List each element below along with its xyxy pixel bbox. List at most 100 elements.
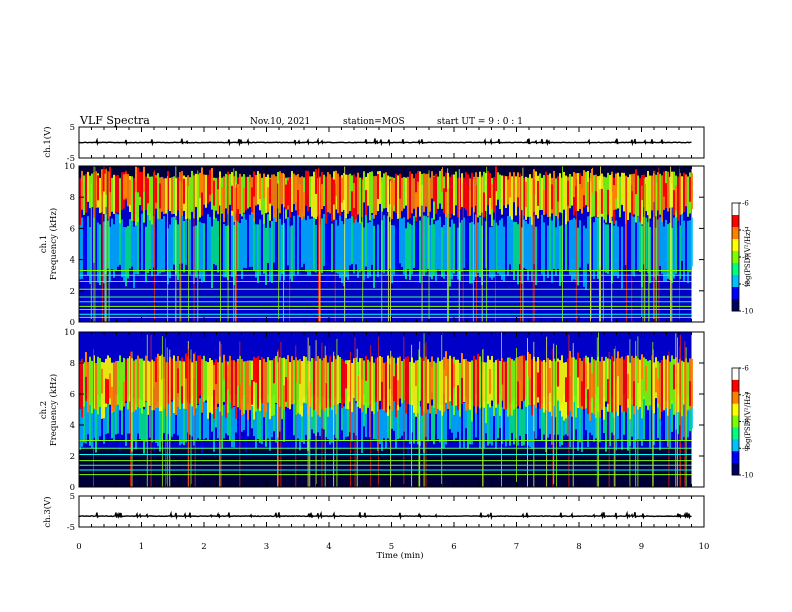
ch2-spec-hotspot — [557, 361, 559, 387]
ch1-spec-cell — [687, 220, 689, 284]
ch2-spec-cell — [175, 361, 177, 416]
ch2-spec-cell — [273, 358, 275, 416]
ch1-spec-cell — [329, 174, 331, 214]
ch2-spec-hotspot — [251, 379, 253, 405]
ch1-spec-hotspot — [269, 178, 271, 204]
ch2-spec-cell — [643, 357, 645, 400]
ch1-spec-cell — [541, 177, 543, 210]
ch2-spec-cell — [379, 409, 381, 445]
ch1-spec-cell — [429, 225, 431, 278]
ch1-spec-hotspot — [417, 181, 419, 207]
ch1-spec-cell — [409, 223, 411, 281]
ch2-spec-cell — [383, 399, 385, 439]
ch1-spec-cell — [437, 176, 439, 209]
ch1-spec-cell — [565, 215, 567, 271]
ch1-spec-cell — [683, 220, 685, 283]
ch2-spec-cell — [247, 360, 249, 421]
ch2-spec-cell — [577, 361, 579, 408]
ch2-spec-cell — [601, 406, 603, 450]
ch1-spec-cell — [295, 221, 297, 283]
ch2-spec-cell — [507, 357, 509, 417]
ch1-spec-cell — [135, 177, 137, 226]
ch1-spec-cell — [597, 218, 599, 279]
ch2-spec-cell — [437, 403, 439, 440]
ch1-spec-cell — [337, 173, 339, 214]
ch2-spec-cell — [293, 360, 295, 404]
ch2-spec-cell — [523, 400, 525, 446]
ch2-spec-cell — [507, 408, 509, 441]
ch2-spec-cell — [95, 362, 97, 411]
ch1-waveform-panel: 5 -5 — [67, 123, 705, 164]
ch2-spec-cell — [619, 358, 621, 406]
ch1-spec-cell — [561, 225, 563, 282]
ch2-spec-cell — [87, 397, 89, 435]
ch2-spec-cell — [639, 399, 641, 441]
ch1-spec-axis-label-1: ch.1 — [39, 235, 49, 253]
ch2-spec-hotspot — [193, 353, 195, 379]
ch1-spec-hotspot — [143, 166, 145, 192]
ch1-spec-cell — [451, 174, 453, 214]
ch1-spec-hotspot — [139, 171, 141, 197]
ch2-spec-cell — [583, 400, 585, 436]
ch2-spec-cell — [91, 402, 93, 448]
ch2-spec-hotspot — [283, 385, 285, 411]
ch1-spec-cell — [347, 174, 349, 214]
ch1-spec-cell — [487, 227, 489, 281]
ch1-spec-cell — [677, 176, 679, 221]
ch2-spec-cell — [557, 400, 559, 435]
ch1-spec-cell — [97, 222, 99, 283]
ch1-spec-cell — [425, 173, 427, 207]
ch1-colorbar-swatch — [732, 275, 739, 288]
time-tick-label: 10 — [699, 542, 710, 552]
ch2-spec-cell — [353, 358, 355, 398]
ch1-spec-cell — [457, 227, 459, 280]
ch2-spec-cell — [279, 398, 281, 432]
ch2-spec-cell — [449, 355, 451, 402]
ch1-spec-cell — [557, 213, 559, 269]
ch2-spec-cell — [561, 402, 563, 445]
ch1-spec-cell — [109, 226, 111, 282]
ch2-spec-cell — [513, 399, 515, 445]
ch1-spec-hotspot — [543, 190, 545, 215]
ch1-spec-hotspot — [217, 189, 219, 215]
ch1-spec-cell — [345, 174, 347, 218]
ch1-spec-cell — [379, 171, 381, 204]
ch1-spec-cell — [363, 227, 365, 281]
ch1-spec-hotspot — [211, 168, 213, 194]
ch2-spec-cell — [651, 400, 653, 432]
ch1-spec-cell — [89, 227, 91, 284]
ch1-spec-cell — [369, 171, 371, 221]
ch1-spec-hotspot — [365, 190, 367, 216]
ch2-spec-cell — [371, 356, 373, 412]
ch1-spec-hotspot — [591, 167, 593, 193]
ch1-spec-cell — [605, 224, 607, 273]
ch2-spec-hotspot — [523, 363, 525, 389]
ch2-spec-cell — [421, 358, 423, 416]
ch2-spec-cell — [663, 396, 665, 431]
ch1-spec-dark-band — [79, 166, 692, 177]
ch2-spec-cell — [483, 401, 485, 449]
ch1-spec-cell — [201, 175, 203, 216]
ch1-spec-cell — [609, 228, 611, 282]
ch1-spec-cell — [449, 176, 451, 219]
ch1-spec-cell — [599, 213, 601, 268]
ch2-spec-cell — [405, 356, 407, 414]
ch1-spec-cell — [149, 176, 151, 221]
ch2-spec-cell — [99, 358, 101, 407]
ch1-spec-cell — [269, 227, 271, 282]
ch1-spec-cell — [663, 226, 665, 281]
ch2-spec-hotspot — [549, 368, 551, 393]
ch2-spec-cell — [339, 407, 341, 451]
ch2-spec-cell — [569, 400, 571, 448]
ch1-spec-hotspot — [321, 184, 323, 210]
ch1-spec-cell — [587, 216, 589, 264]
ch2-spec-cell — [259, 359, 261, 412]
ch1-spec-cell — [271, 221, 273, 283]
ch1-spec-hotspot — [109, 167, 111, 193]
ch1-spec-cell — [569, 173, 571, 209]
ch1-spec-cell — [445, 214, 447, 272]
ch2-spec-cell — [197, 355, 199, 405]
ch2-spec-cell — [625, 401, 627, 447]
ch1-spec-cell — [523, 178, 525, 216]
ch2-spec-cell — [349, 359, 351, 402]
